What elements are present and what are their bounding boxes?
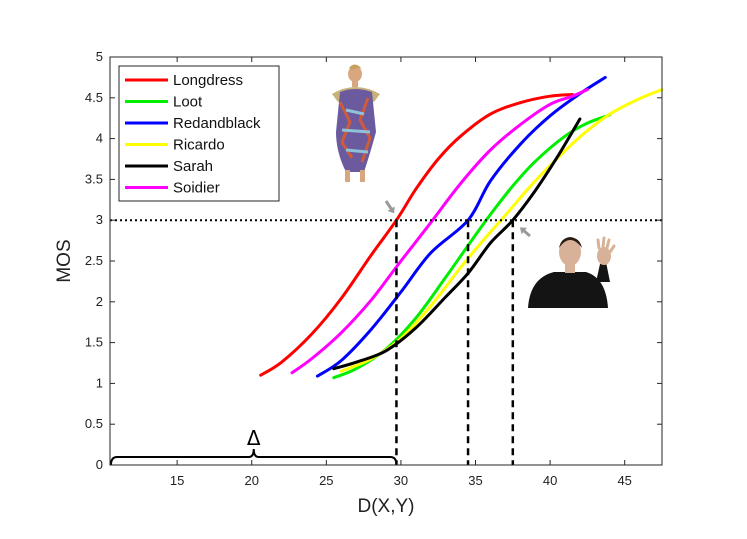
x-axis-label: D(X,Y) xyxy=(358,496,415,517)
y-tick-label: 1 xyxy=(96,375,103,390)
legend-label-soidier: Soidier xyxy=(173,180,220,197)
y-tick-label: 0.5 xyxy=(85,416,103,431)
x-tick-label: 40 xyxy=(543,473,557,488)
longdress-hair xyxy=(349,64,363,70)
sarah-hand xyxy=(597,247,611,265)
longdress-arrow xyxy=(384,200,395,214)
y-tick-label: 2 xyxy=(96,294,103,309)
sarah-neck xyxy=(565,264,575,273)
x-tick-label: 25 xyxy=(319,473,333,488)
curve-longdress xyxy=(259,93,574,377)
longdress-neck xyxy=(352,81,358,87)
curve-ricardo xyxy=(339,88,664,373)
sarah-fingers xyxy=(596,236,616,254)
sarah-arrow xyxy=(519,227,531,238)
x-tick-label: 20 xyxy=(244,473,258,488)
sarah-head xyxy=(559,238,581,266)
y-tick-label: 3.5 xyxy=(85,171,103,186)
x-tick-label: 30 xyxy=(394,473,408,488)
y-tick-label: 4.5 xyxy=(85,90,103,105)
y-tick-label: 5 xyxy=(96,49,103,64)
legend-label-redandblack: Redandblack xyxy=(173,115,261,132)
sarah-hair xyxy=(559,237,582,248)
legend-box xyxy=(118,65,280,202)
legend-label-loot: Loot xyxy=(173,94,203,111)
sarah-torso xyxy=(528,272,608,308)
longdress-head xyxy=(348,66,362,82)
x-tick-label: 45 xyxy=(617,473,631,488)
y-tick-label: 1.5 xyxy=(85,335,103,350)
legend: Longdress Loot Redandblack Ricardo Sarah Soid… xyxy=(118,65,280,202)
x-tick-label: 15 xyxy=(170,473,184,488)
legend-label-ricardo: Ricardo xyxy=(173,137,225,154)
y-tick-label: 3 xyxy=(96,212,103,227)
legend-label-longdress: Longdress xyxy=(173,72,243,89)
longdress-leg-left xyxy=(345,170,350,182)
y-tick-label: 0 xyxy=(96,457,103,472)
y-tick-label: 2.5 xyxy=(85,253,103,268)
delta-label: Δ xyxy=(247,426,261,450)
longdress-figure xyxy=(332,64,380,182)
sarah-figure xyxy=(528,236,616,308)
legend-label-sarah: Sarah xyxy=(173,158,213,175)
y-tick-label: 4 xyxy=(96,131,103,146)
x-tick-label: 35 xyxy=(468,473,482,488)
y-axis-label: MOS xyxy=(54,239,75,282)
longdress-pattern-2 xyxy=(341,108,371,154)
curve-soidier xyxy=(290,88,589,375)
sarah-arm xyxy=(596,262,610,282)
longdress-leg-right xyxy=(360,170,365,182)
delta-brace xyxy=(110,448,398,466)
